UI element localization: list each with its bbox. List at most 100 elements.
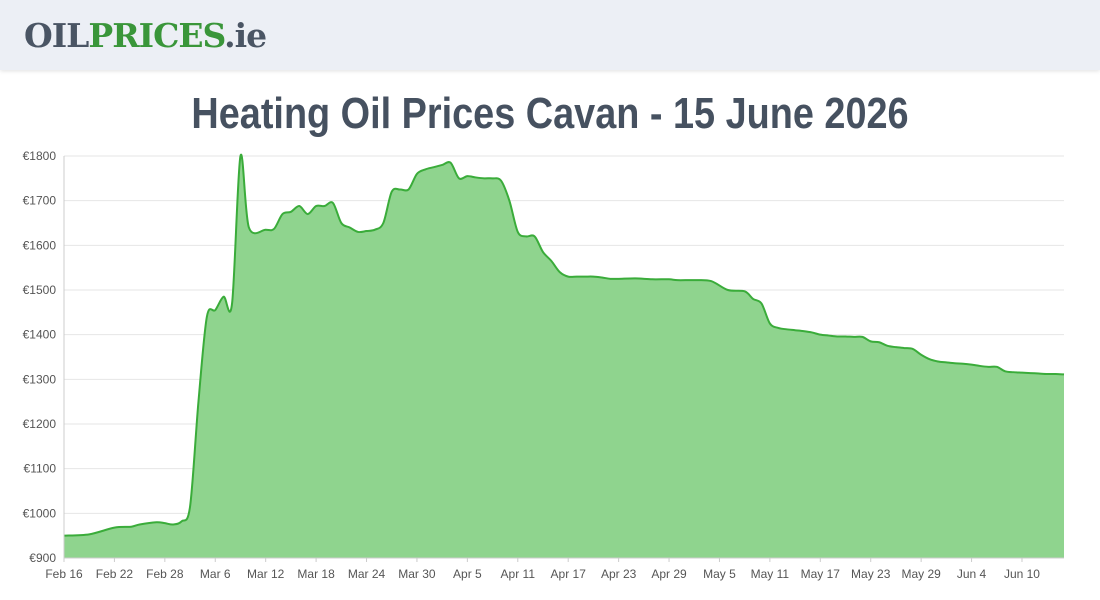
data-point[interactable] (834, 333, 840, 339)
data-point[interactable] (263, 227, 269, 233)
data-point[interactable] (204, 314, 210, 320)
data-point[interactable] (859, 334, 865, 340)
data-point[interactable] (128, 524, 134, 530)
data-point[interactable] (288, 209, 294, 215)
data-point[interactable] (985, 364, 991, 370)
data-point[interactable] (322, 203, 328, 209)
data-point[interactable] (960, 361, 966, 367)
data-point[interactable] (355, 229, 361, 235)
data-point[interactable] (540, 249, 546, 255)
data-point[interactable] (750, 296, 756, 302)
data-point[interactable] (1053, 371, 1059, 377)
data-point[interactable] (1044, 371, 1050, 377)
data-point[interactable] (851, 334, 857, 340)
data-point[interactable] (137, 522, 143, 528)
data-point[interactable] (599, 274, 605, 280)
data-point[interactable] (582, 274, 588, 280)
data-point[interactable] (498, 178, 504, 184)
data-point[interactable] (86, 531, 92, 537)
data-point[interactable] (1002, 368, 1008, 374)
data-point[interactable] (868, 338, 874, 344)
data-point[interactable] (532, 233, 538, 239)
data-point[interactable] (977, 363, 983, 369)
data-point[interactable] (1027, 370, 1033, 376)
data-point[interactable] (506, 198, 512, 204)
data-point[interactable] (330, 200, 336, 206)
data-point[interactable] (935, 358, 941, 364)
data-point[interactable] (994, 364, 1000, 370)
data-point[interactable] (817, 332, 823, 338)
data-point[interactable] (481, 175, 487, 181)
data-point[interactable] (632, 275, 638, 281)
data-point[interactable] (590, 274, 596, 280)
data-point[interactable] (229, 300, 235, 306)
data-point[interactable] (431, 164, 437, 170)
data-point[interactable] (305, 211, 311, 217)
data-point[interactable] (515, 229, 521, 235)
data-point[interactable] (364, 228, 370, 234)
data-point[interactable] (1019, 370, 1025, 376)
data-point[interactable] (666, 276, 672, 282)
data-point[interactable] (279, 211, 285, 217)
data-point[interactable] (406, 187, 412, 193)
data-point[interactable] (910, 346, 916, 352)
data-point[interactable] (111, 525, 117, 531)
data-point[interactable] (195, 399, 201, 405)
data-point[interactable] (179, 518, 185, 524)
data-point[interactable] (389, 189, 395, 195)
data-point[interactable] (616, 276, 622, 282)
data-point[interactable] (565, 274, 571, 280)
data-point[interactable] (725, 287, 731, 293)
data-point[interactable] (691, 277, 697, 283)
data-point[interactable] (927, 356, 933, 362)
data-point[interactable] (448, 160, 454, 166)
data-point[interactable] (473, 174, 479, 180)
data-point[interactable] (969, 362, 975, 368)
data-point[interactable] (801, 328, 807, 334)
data-point[interactable] (952, 360, 958, 366)
data-point[interactable] (893, 344, 899, 350)
data-point[interactable] (574, 274, 580, 280)
data-point[interactable] (1011, 369, 1017, 375)
data-point[interactable] (607, 276, 613, 282)
data-point[interactable] (758, 300, 764, 306)
data-point[interactable] (221, 294, 227, 300)
data-point[interactable] (347, 224, 353, 230)
data-point[interactable] (338, 220, 344, 226)
data-point[interactable] (380, 220, 386, 226)
data-point[interactable] (422, 166, 428, 172)
data-point[interactable] (162, 520, 168, 526)
data-point[interactable] (397, 187, 403, 193)
data-point[interactable] (809, 329, 815, 335)
data-point[interactable] (742, 288, 748, 294)
data-point[interactable] (414, 171, 420, 177)
data-point[interactable] (187, 504, 193, 510)
data-point[interactable] (456, 175, 462, 181)
data-point[interactable] (212, 307, 218, 313)
data-point[interactable] (548, 258, 554, 264)
data-point[interactable] (943, 359, 949, 365)
data-point[interactable] (523, 233, 529, 239)
site-logo[interactable]: OILPRICES.ie (24, 14, 267, 58)
data-point[interactable] (271, 226, 277, 232)
data-point[interactable] (153, 519, 159, 525)
data-point[interactable] (784, 326, 790, 332)
data-point[interactable] (826, 333, 832, 339)
data-point[interactable] (918, 352, 924, 358)
data-point[interactable] (490, 175, 496, 181)
data-point[interactable] (901, 345, 907, 351)
data-point[interactable] (843, 333, 849, 339)
data-point[interactable] (246, 224, 252, 230)
data-point[interactable] (237, 153, 243, 159)
data-point[interactable] (876, 339, 882, 345)
data-point[interactable] (464, 173, 470, 179)
data-point[interactable] (885, 343, 891, 349)
data-point[interactable] (775, 325, 781, 331)
data-point[interactable] (557, 269, 563, 275)
data-point[interactable] (674, 277, 680, 283)
data-point[interactable] (1061, 371, 1067, 377)
data-point[interactable] (1036, 371, 1042, 377)
data-point[interactable] (439, 162, 445, 168)
data-point[interactable] (296, 203, 302, 209)
data-point[interactable] (649, 276, 655, 282)
